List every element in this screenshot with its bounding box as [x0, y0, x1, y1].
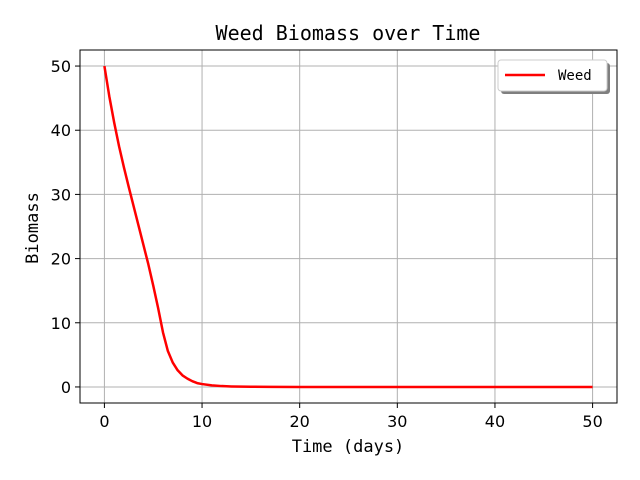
y-tick-label: 20: [51, 250, 71, 269]
x-tick-label: 40: [485, 412, 505, 431]
x-axis-label: Time (days): [292, 437, 405, 457]
chart-title: Weed Biomass over Time: [216, 21, 481, 45]
x-tick-label: 30: [387, 412, 407, 431]
y-tick-label: 10: [51, 314, 71, 333]
grid-lines: [80, 50, 617, 403]
y-tick-label: 0: [61, 378, 71, 397]
x-tick-label: 20: [290, 412, 310, 431]
x-tick-label: 10: [192, 412, 212, 431]
y-tick-label: 50: [51, 57, 71, 76]
y-tick-label: 40: [51, 121, 71, 140]
series-layer: [103, 65, 593, 389]
y-tick-label: 30: [51, 185, 71, 204]
ticks: 0 10 20 30 40 50 0 10 20 30 40 50: [51, 57, 603, 431]
x-tick-label: 50: [582, 412, 602, 431]
series-line-weed: [103, 65, 593, 389]
legend: Weed: [497, 59, 610, 94]
legend-box: [497, 59, 608, 92]
plot-frame: [79, 49, 618, 404]
x-tick-label: 0: [99, 412, 109, 431]
y-axis-label: Biomass: [23, 192, 43, 264]
legend-label: Weed: [558, 68, 592, 84]
